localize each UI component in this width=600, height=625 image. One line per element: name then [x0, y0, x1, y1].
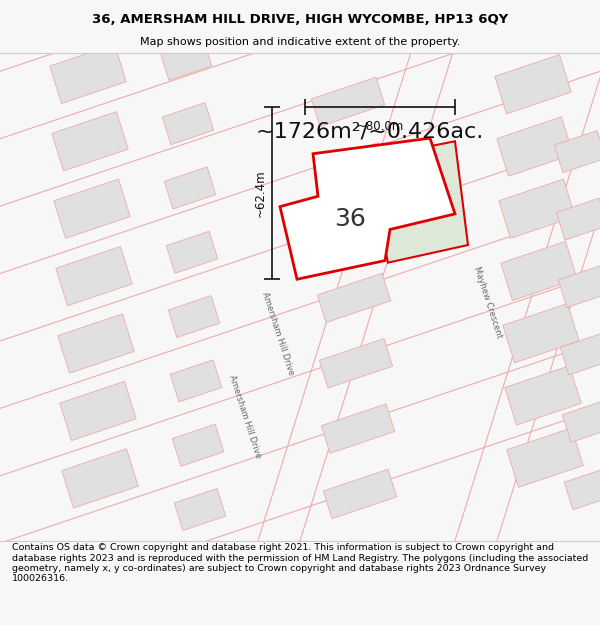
Text: Amersham Hill Drive: Amersham Hill Drive	[227, 373, 263, 459]
Polygon shape	[172, 424, 224, 466]
Polygon shape	[162, 102, 214, 144]
Text: ~80.0m: ~80.0m	[356, 119, 404, 132]
Polygon shape	[319, 339, 392, 388]
Polygon shape	[316, 208, 389, 258]
Polygon shape	[166, 231, 218, 273]
Polygon shape	[160, 38, 212, 81]
Text: 36, AMERSHAM HILL DRIVE, HIGH WYCOMBE, HP13 6QY: 36, AMERSHAM HILL DRIVE, HIGH WYCOMBE, H…	[92, 13, 508, 26]
Polygon shape	[501, 241, 577, 301]
Polygon shape	[562, 401, 600, 442]
Polygon shape	[560, 333, 600, 375]
Polygon shape	[164, 167, 216, 209]
Text: Mayhew Crescent: Mayhew Crescent	[472, 265, 504, 339]
Polygon shape	[311, 77, 385, 127]
Polygon shape	[170, 360, 222, 402]
Text: ~1726m²/~0.426ac.: ~1726m²/~0.426ac.	[256, 121, 484, 141]
Polygon shape	[554, 131, 600, 173]
Polygon shape	[54, 179, 130, 238]
Polygon shape	[58, 314, 134, 373]
Polygon shape	[503, 304, 579, 363]
Polygon shape	[365, 141, 468, 262]
Polygon shape	[174, 489, 226, 531]
Text: 36: 36	[334, 207, 366, 231]
Polygon shape	[323, 469, 397, 519]
Polygon shape	[322, 404, 395, 453]
Polygon shape	[564, 468, 600, 510]
Polygon shape	[495, 54, 571, 114]
Text: Map shows position and indicative extent of the property.: Map shows position and indicative extent…	[140, 38, 460, 47]
Polygon shape	[60, 381, 136, 441]
Polygon shape	[507, 428, 583, 488]
Polygon shape	[505, 366, 581, 425]
Polygon shape	[280, 138, 455, 279]
Polygon shape	[56, 246, 132, 306]
Polygon shape	[168, 296, 220, 338]
Text: Contains OS data © Crown copyright and database right 2021. This information is : Contains OS data © Crown copyright and d…	[12, 543, 588, 583]
Polygon shape	[497, 117, 573, 176]
Polygon shape	[52, 112, 128, 171]
Polygon shape	[313, 142, 386, 192]
Polygon shape	[50, 44, 126, 104]
Polygon shape	[499, 179, 575, 238]
Polygon shape	[558, 266, 600, 308]
Text: Amersham Hill Drive: Amersham Hill Drive	[260, 291, 296, 376]
Polygon shape	[556, 198, 600, 240]
Text: ~62.4m: ~62.4m	[254, 169, 267, 217]
Polygon shape	[62, 449, 138, 508]
Polygon shape	[317, 273, 391, 322]
